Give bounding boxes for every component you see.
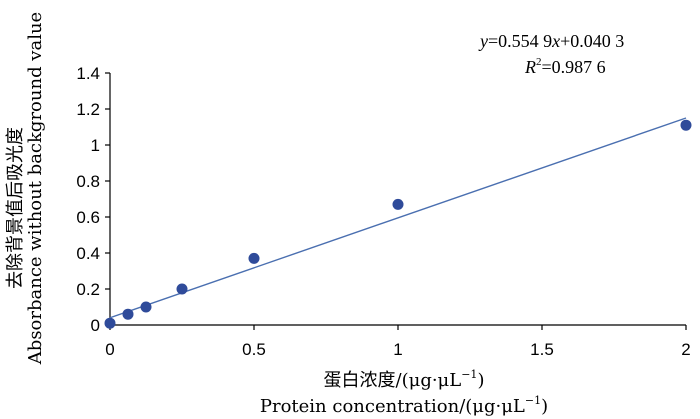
eq-r-var: R	[524, 57, 536, 77]
y-tick-label: 0	[91, 316, 100, 335]
y-axis-ticks: 0 0.2 0.4 0.6 0.8 1 1.2 1.4	[76, 64, 110, 335]
eq-x-var: x	[551, 31, 560, 51]
data-point	[680, 119, 692, 131]
x-title-cn-main: 蛋白浓度/(μg·μL	[324, 370, 462, 391]
eq-intercept: +0.040 3	[560, 31, 624, 51]
eq-y-var: y	[478, 31, 488, 51]
trendline	[109, 117, 687, 319]
x-title-cn-close: )	[477, 370, 484, 391]
y-axis-title-cn: 去除背景值后吸光度	[5, 127, 26, 289]
x-title-cn-exp: −1	[461, 368, 477, 381]
eq-r-value: =0.987 6	[542, 57, 606, 77]
y-tick-label: 1.2	[76, 100, 100, 119]
eq-r-exp: 2	[536, 56, 542, 68]
axes: 0 0.2 0.4 0.6 0.8 1 1.2 1.4 0 0.5 1 1.5 2	[76, 64, 690, 359]
data-point	[392, 198, 404, 210]
y-tick-label: 1.4	[76, 64, 100, 83]
x-axis-title-en: Protein concentration/(μg·μL−1)	[260, 394, 548, 417]
eq-slope: =0.554 9	[488, 31, 552, 51]
y-tick-label: 0.2	[76, 280, 100, 299]
data-point	[122, 308, 134, 320]
x-axis-ticks: 0 0.5 1 1.5 2	[105, 325, 691, 359]
y-axis-title-en: Absorbance without background value	[25, 12, 46, 365]
data-point	[104, 317, 116, 329]
y-tick-label: 0.6	[76, 208, 100, 227]
y-tick-label: 0.4	[76, 244, 100, 263]
x-tick-label: 1	[393, 340, 402, 359]
x-title-en-exp: −1	[525, 394, 541, 407]
data-points	[104, 119, 692, 329]
x-title-en-close: )	[541, 396, 548, 417]
x-axis-title-cn: 蛋白浓度/(μg·μL−1)	[324, 368, 485, 391]
data-point	[140, 301, 152, 313]
x-tick-label: 0	[105, 340, 114, 359]
y-tick-label: 1	[91, 136, 100, 155]
equation-line-2: R2=0.987 6	[524, 56, 606, 77]
data-point	[176, 283, 188, 295]
equation-line-1: y=0.554 9x+0.040 3	[478, 31, 624, 51]
x-tick-label: 0.5	[242, 340, 266, 359]
x-tick-label: 1.5	[530, 340, 554, 359]
x-title-en-main: Protein concentration/(μg·μL	[260, 396, 525, 417]
y-tick-label: 0.8	[76, 172, 100, 191]
data-point	[248, 252, 260, 264]
x-tick-label: 2	[681, 340, 690, 359]
